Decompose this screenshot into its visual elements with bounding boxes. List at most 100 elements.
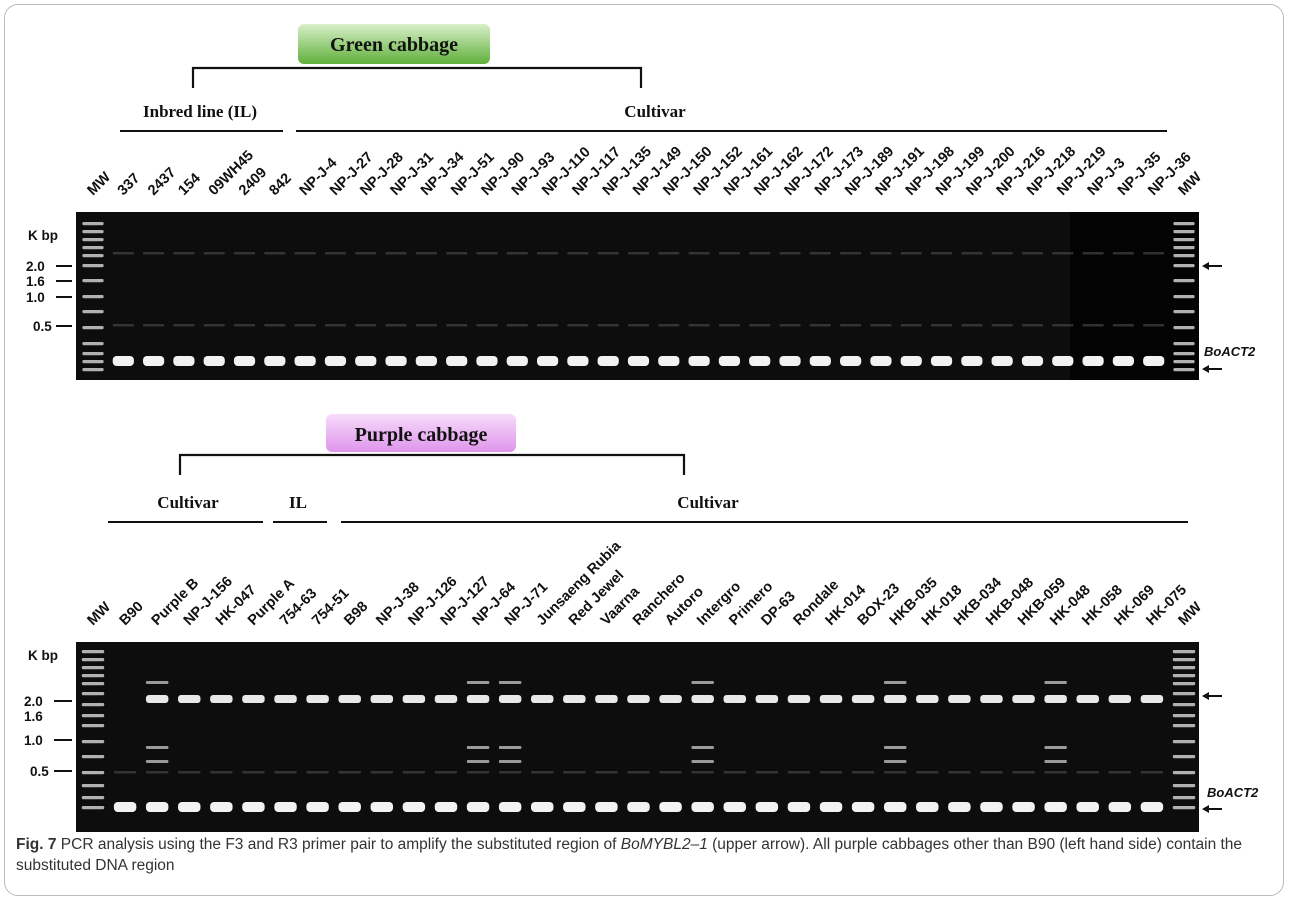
- bottom-boact2-band-9: [370, 802, 394, 812]
- bottom-faint-band: [916, 771, 939, 774]
- top-faint-band: [355, 252, 377, 255]
- top-ladder-band: [1173, 238, 1195, 242]
- bottom-upper-band-30: [1044, 695, 1067, 703]
- top-boact2-band-22: [749, 356, 771, 366]
- top-faint-band: [1112, 324, 1134, 327]
- figure-caption: Fig. 7 PCR analysis using the F3 and R3 …: [16, 834, 1256, 876]
- cultivar-label-br: Cultivar: [677, 493, 739, 512]
- top-faint-band: [900, 252, 922, 255]
- top-boact2-band-12: [446, 356, 468, 366]
- top-faint-band: [1143, 252, 1165, 255]
- bottom-upper-band-15: [563, 695, 586, 703]
- bottom-upper-band-22: [787, 695, 811, 703]
- bottom-boact2-band-21: [755, 802, 779, 812]
- bottom-extra-band: [498, 746, 522, 749]
- bottom-boact2-band-23: [819, 802, 843, 812]
- top-ladder-band: [82, 238, 104, 242]
- top-faint-band: [476, 252, 498, 255]
- bottom-ladder-band: [1172, 724, 1196, 728]
- top-boact2-band-6: [264, 356, 286, 366]
- top-faint-band: [991, 252, 1013, 255]
- bottom-boact2-band-7: [306, 802, 329, 812]
- bottom-boact2-band-19: [691, 802, 714, 812]
- top-faint-band: [112, 252, 134, 255]
- bottom-upper-band-4: [210, 695, 233, 703]
- top-faint-band: [1052, 252, 1074, 255]
- top-faint-band: [415, 324, 437, 327]
- bottom-extra-band: [466, 681, 490, 684]
- bottom-faint-band: [819, 771, 843, 774]
- top-faint-band: [961, 252, 983, 255]
- bottom-extra-band: [883, 746, 907, 749]
- bottom-gel: [76, 642, 1199, 832]
- top-boact2-band-13: [476, 356, 498, 366]
- bottom-upper-band-10: [402, 695, 426, 703]
- bottom-upper-band-11: [434, 695, 458, 703]
- bottom-boact2-band-28: [980, 802, 1003, 812]
- boact2-label-top: BoACT2: [1204, 344, 1256, 359]
- top-ladder-band: [1173, 222, 1195, 226]
- bottom-faint-band: [980, 771, 1003, 774]
- top-faint-band: [1052, 324, 1074, 327]
- top-faint-band: [143, 252, 165, 255]
- bottom-ladder-band: [1172, 666, 1196, 670]
- bottom-faint-band: [338, 771, 361, 774]
- bottom-ladder-band: [81, 806, 105, 810]
- top-boact2-band-4: [203, 356, 225, 366]
- bottom-upper-band-21: [755, 695, 779, 703]
- top-ladder-band: [1173, 279, 1195, 283]
- top-faint-band: [324, 324, 347, 327]
- bottom-extra-band: [691, 681, 714, 684]
- bottom-ladder-band: [81, 658, 105, 662]
- top-lane-label-6: 842: [266, 170, 294, 198]
- bottom-extra-band: [498, 681, 522, 684]
- top-boact2-band-15: [536, 356, 559, 366]
- bottom-lane-label-1: B90: [117, 599, 147, 629]
- bottom-extra-band: [691, 746, 714, 749]
- top-faint-band: [355, 324, 377, 327]
- top-boact2-band-11: [415, 356, 437, 366]
- bottom-boact2-band-32: [1108, 802, 1132, 812]
- top-boact2-band-21: [718, 356, 741, 366]
- bottom-extra-band: [498, 760, 522, 763]
- top-faint-band: [809, 252, 831, 255]
- top-boact2-band-3: [173, 356, 195, 366]
- top-faint-band: [1143, 324, 1165, 327]
- top-lane-label-0: MW: [85, 169, 115, 199]
- kbp-label-bottom: K bp: [28, 648, 58, 663]
- bottom-boact2-band-16: [595, 802, 618, 812]
- bottom-faint-band: [306, 771, 329, 774]
- top-faint-band: [718, 252, 741, 255]
- top-faint-band: [688, 324, 710, 327]
- top-faint-band: [446, 324, 468, 327]
- bottom-ladder-band: [1172, 682, 1196, 686]
- top-ladder-band: [1173, 295, 1195, 299]
- bottom-boact2-band-11: [434, 802, 458, 812]
- bottom-ladder-band: [1172, 674, 1196, 678]
- bottom-ladder-band: [1172, 755, 1196, 759]
- top-faint-band: [1082, 324, 1104, 327]
- bottom-upper-band-14: [531, 695, 554, 703]
- il-label-bottom: IL: [289, 493, 307, 512]
- top-faint-band: [415, 252, 437, 255]
- marker-0-5-top: 0.5: [33, 319, 52, 334]
- bottom-faint-band: [851, 771, 875, 774]
- top-faint-band: [718, 324, 741, 327]
- marker-0-5-bottom: 0.5: [30, 764, 49, 779]
- top-ladder-band: [1173, 310, 1195, 314]
- bottom-faint-band: [210, 771, 233, 774]
- top-faint-band: [536, 252, 559, 255]
- bottom-ladder-band: [81, 740, 105, 744]
- top-faint-band: [840, 324, 862, 327]
- bottom-ladder-band: [81, 771, 105, 775]
- top-ladder-band: [1173, 342, 1195, 346]
- top-boact2-band-18: [627, 356, 650, 366]
- top-faint-band: [749, 324, 771, 327]
- bottom-faint-band: [145, 771, 169, 774]
- marker-1-6-bottom: 1.6: [24, 709, 43, 724]
- top-ladder-band: [1173, 264, 1195, 268]
- bottom-upper-band-23: [819, 695, 843, 703]
- top-faint-band: [688, 252, 710, 255]
- bottom-ladder-band: [81, 692, 105, 696]
